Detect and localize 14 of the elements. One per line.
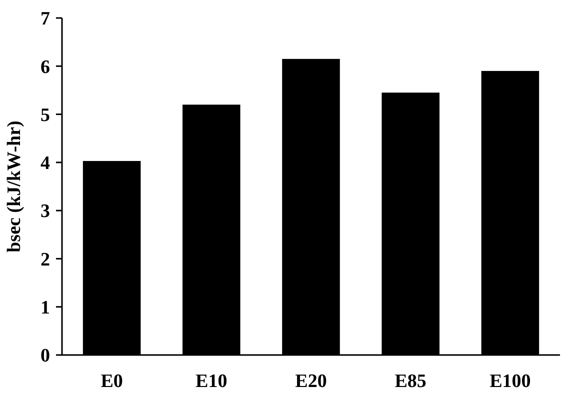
- y-tick-label: 0: [40, 346, 50, 367]
- y-tick-label: 3: [40, 201, 50, 222]
- y-axis-title: bsec (kJ/kW-hr): [4, 120, 25, 252]
- y-tick-label: 4: [40, 153, 50, 174]
- y-tick-label: 2: [40, 249, 50, 270]
- x-tick-label: E10: [196, 371, 228, 392]
- y-tick-label: 1: [40, 298, 50, 319]
- x-tick-label: E20: [295, 371, 327, 392]
- x-tick-label: E100: [490, 371, 531, 392]
- y-tick-label: 6: [40, 56, 50, 78]
- x-tick-label: E0: [100, 371, 123, 392]
- x-tick-label: E85: [394, 371, 426, 392]
- y-tick-label: 7: [40, 8, 50, 30]
- y-tick-label: 5: [40, 104, 50, 126]
